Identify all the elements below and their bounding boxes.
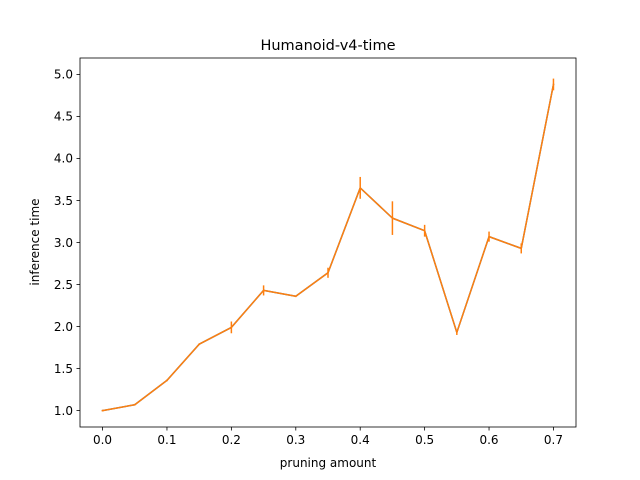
chart-title: Humanoid-v4-time	[260, 38, 395, 54]
series-2	[101, 78, 555, 412]
y-tick-label: 3.5	[54, 194, 73, 208]
plot-area	[79, 57, 577, 428]
x-tick-label: 0.5	[415, 433, 434, 447]
plot-background	[80, 58, 576, 427]
x-tick-label: 0.2	[222, 433, 241, 447]
x-tick-label: 0.1	[157, 433, 176, 447]
y-tick-label: 5.0	[54, 68, 73, 82]
series-layer	[101, 78, 555, 412]
y-tick-label: 3.0	[54, 236, 73, 250]
y-tick-label: 1.5	[54, 362, 73, 376]
x-tick-label: 0.6	[479, 433, 498, 447]
y-axis: 1.0 1.5 2.0 2.5 3.0 3.5 4.0 4.5 5.0	[54, 68, 80, 418]
x-tick-label: 0.7	[544, 433, 563, 447]
y-tick-label: 2.5	[54, 278, 73, 292]
y-tick-label: 2.0	[54, 320, 73, 334]
y-axis-label: inference time	[28, 198, 42, 285]
x-tick-label: 0.0	[93, 433, 112, 447]
y-tick-label: 4.0	[54, 152, 73, 166]
x-axis: 0.0 0.1 0.2 0.3 0.4 0.5 0.6 0.7	[93, 427, 563, 447]
y-tick-label: 1.0	[54, 404, 73, 418]
y-tick-label: 4.5	[54, 110, 73, 124]
x-tick-label: 0.3	[286, 433, 305, 447]
x-tick-label: 0.4	[351, 433, 370, 447]
x-axis-label: pruning amount	[280, 456, 377, 470]
